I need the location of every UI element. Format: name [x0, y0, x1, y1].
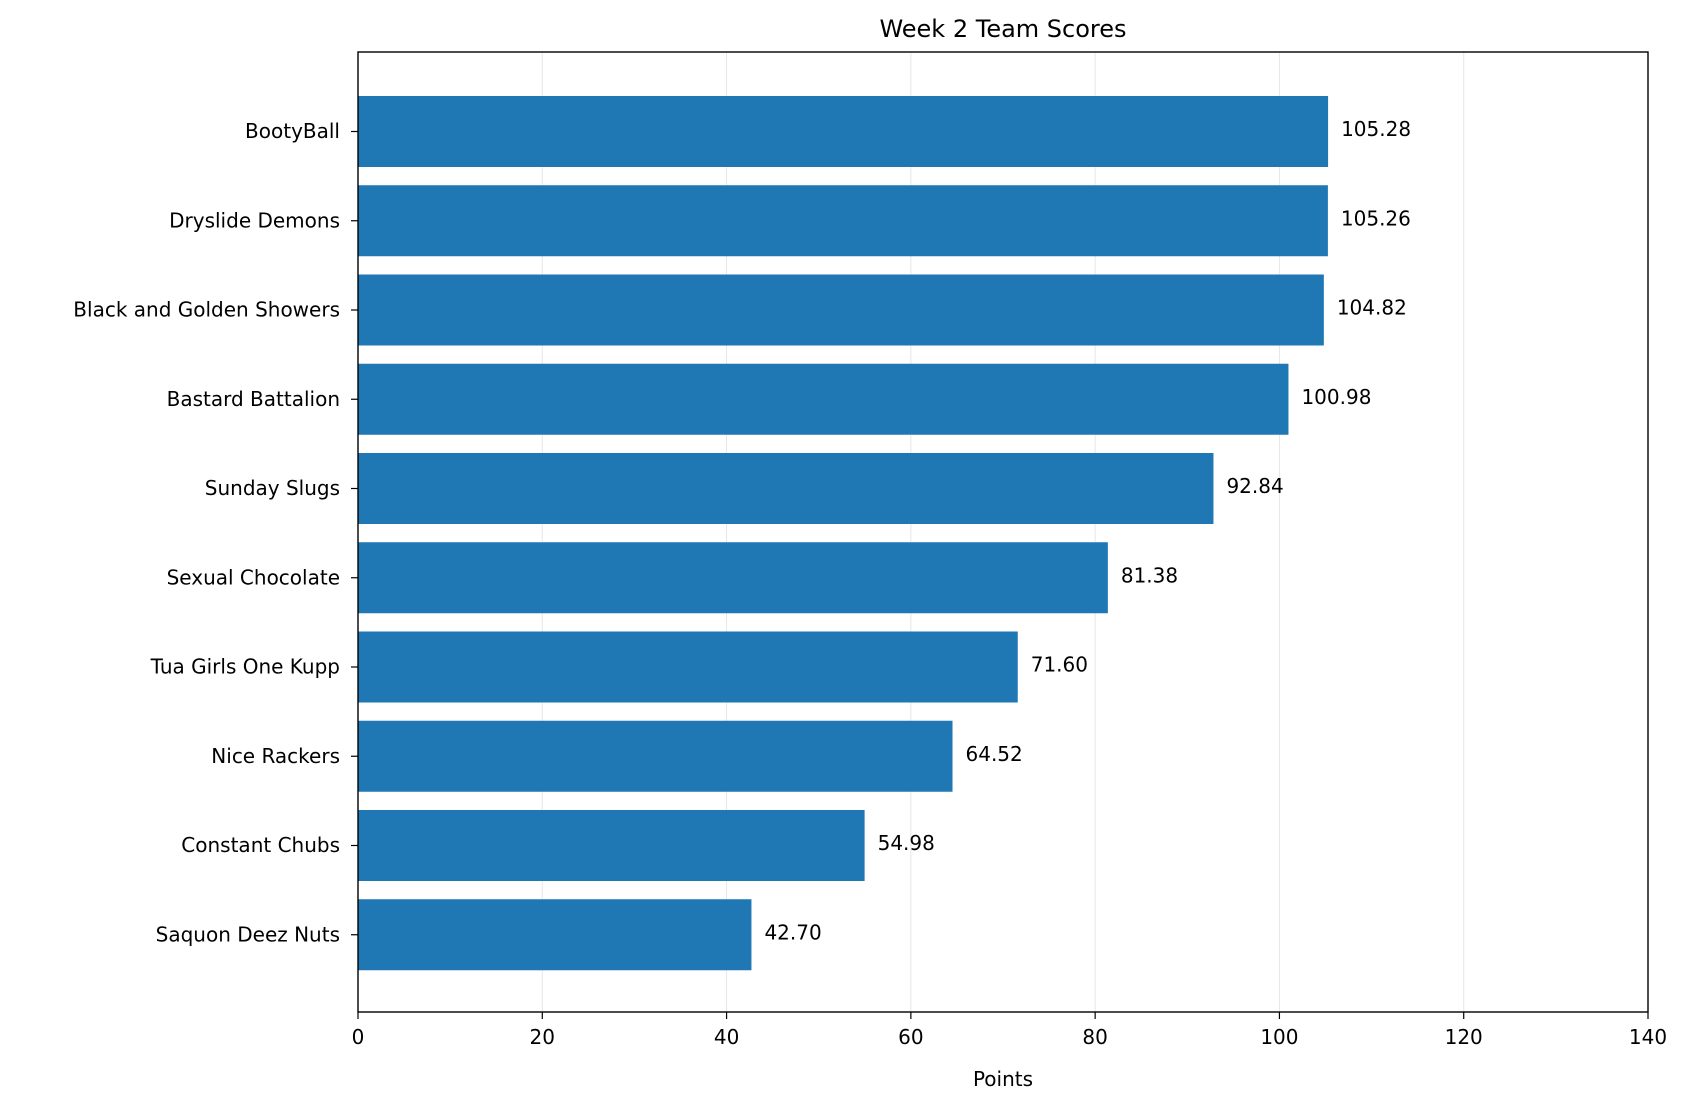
value-label-8: 54.98 [878, 831, 935, 855]
bar-4 [358, 453, 1214, 524]
x-tick-label-6: 120 [1445, 1025, 1483, 1049]
axes: BootyBall Dryslide Demons Black and Golden… [73, 51, 1667, 1049]
value-labels: 105.28 105.26 104.82 100.98 92.84 81.38 71.60 6… [764, 117, 1411, 944]
value-label-7: 64.52 [966, 742, 1023, 766]
y-tick-label-1: Dryslide Demons [169, 208, 340, 232]
bar-6 [358, 631, 1018, 703]
y-tick-label-6: Tua Girls One Kupp [150, 655, 340, 679]
y-tick-label-9: Saquon Deez Nuts [156, 922, 340, 946]
y-tick-label-2: Black and Golden Showers [73, 298, 340, 322]
chart-title: Week 2 Team Scores [879, 15, 1126, 43]
value-label-2: 104.82 [1337, 296, 1407, 320]
value-label-0: 105.28 [1341, 117, 1411, 141]
value-label-6: 71.60 [1031, 653, 1088, 677]
y-tick-label-0: BootyBall [245, 119, 340, 143]
bar-8 [358, 810, 865, 881]
value-label-1: 105.26 [1341, 206, 1411, 230]
bars [358, 96, 1329, 971]
value-label-4: 92.84 [1226, 474, 1283, 498]
y-tick-label-3: Bastard Battalion [167, 387, 340, 411]
x-tick-label-1: 20 [530, 1025, 555, 1049]
y-tick-label-8: Constant Chubs [181, 833, 340, 857]
value-label-9: 42.70 [764, 920, 821, 944]
x-tick-label-4: 80 [1082, 1025, 1107, 1049]
bar-0 [358, 96, 1329, 167]
x-tick-label-2: 40 [714, 1025, 739, 1049]
y-tick-label-7: Nice Rackers [211, 744, 340, 768]
bar-2 [358, 274, 1324, 346]
x-axis-label: Points [973, 1067, 1033, 1091]
y-tick-label-5: Sexual Chocolate [167, 565, 340, 589]
x-tick-label-0: 0 [352, 1025, 365, 1049]
y-tick-label-4: Sunday Slugs [205, 476, 340, 500]
plot-frame [357, 51, 1649, 1013]
bar-7 [358, 720, 953, 792]
x-tick-label-3: 60 [898, 1025, 923, 1049]
value-label-5: 81.38 [1121, 563, 1178, 587]
bar-1 [358, 185, 1328, 257]
x-tick-label-7: 140 [1629, 1025, 1667, 1049]
bar-9 [358, 899, 752, 971]
bar-3 [358, 363, 1289, 435]
bar-5 [358, 542, 1108, 614]
x-tick-label-5: 100 [1260, 1025, 1298, 1049]
value-label-3: 100.98 [1301, 385, 1371, 409]
